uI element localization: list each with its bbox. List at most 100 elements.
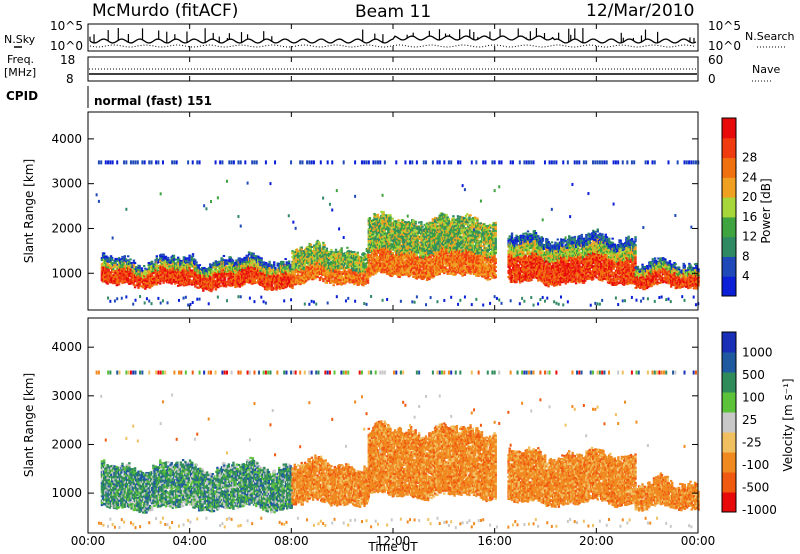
power-cell <box>178 258 181 261</box>
power-cell <box>226 274 229 277</box>
power-cell <box>322 241 325 244</box>
power-cell <box>446 272 449 275</box>
power-cell <box>180 281 183 284</box>
power-cell <box>384 220 388 223</box>
power-cell <box>449 220 453 223</box>
power-cell <box>104 276 107 279</box>
power-cell <box>353 250 356 253</box>
power-cell <box>251 274 254 277</box>
power-cell <box>343 268 347 271</box>
power-cell <box>308 277 311 280</box>
power-cell <box>259 282 262 285</box>
power-cell <box>438 273 441 276</box>
power-cell <box>408 272 412 275</box>
power-cell <box>414 228 417 231</box>
power-cell <box>390 230 393 233</box>
power-cell <box>253 280 256 283</box>
power-cell <box>358 280 362 283</box>
power-cell <box>102 252 106 255</box>
power-cell <box>184 262 188 265</box>
power-cell <box>182 272 186 275</box>
power-cell <box>197 266 200 269</box>
power-cell <box>183 256 187 259</box>
power-cell <box>362 274 365 277</box>
power-cell <box>109 273 113 276</box>
power-cell <box>446 254 449 257</box>
power-cell <box>222 259 226 262</box>
power-cell <box>324 277 327 280</box>
power-cell <box>295 248 299 251</box>
power-cell <box>265 280 268 283</box>
power-cell <box>438 252 441 255</box>
power-cell <box>160 275 163 278</box>
power-cell <box>127 259 130 262</box>
power-cell <box>368 275 372 278</box>
power-cell <box>388 233 391 236</box>
power-cell <box>443 227 446 230</box>
power-cell <box>122 262 125 265</box>
power-cell <box>196 278 199 281</box>
power-cell <box>419 254 422 257</box>
power-cell <box>301 271 305 274</box>
power-cell <box>140 269 144 272</box>
power-cell <box>439 254 443 257</box>
power-cell <box>321 255 324 258</box>
power-cell <box>220 279 223 282</box>
power-cell <box>383 267 386 270</box>
power-cell <box>121 282 124 285</box>
power-cell <box>388 229 391 232</box>
power-cell <box>372 271 375 274</box>
power-cell <box>238 285 242 288</box>
power-cell <box>203 273 206 276</box>
power-cell <box>253 269 256 272</box>
power-cell <box>300 266 303 269</box>
power-cell <box>273 275 276 278</box>
power-cell <box>128 260 131 263</box>
power-cell <box>129 268 132 271</box>
power-cell <box>215 281 219 284</box>
power-cell <box>362 282 365 285</box>
power-cell <box>117 283 121 286</box>
power-cell <box>381 242 384 245</box>
power-cell <box>172 254 176 257</box>
power-cell <box>422 271 425 274</box>
power-cell <box>338 252 341 255</box>
power-cell <box>415 255 419 258</box>
power-cell <box>387 214 390 217</box>
power-cell <box>316 239 319 242</box>
power-cell <box>179 260 182 263</box>
power-cell <box>435 253 438 256</box>
beam-title: Beam 11 <box>355 2 431 22</box>
power-cell <box>400 249 404 252</box>
power-cell <box>368 225 372 228</box>
power-cell <box>407 241 411 244</box>
power-cell <box>318 244 322 247</box>
power-cell <box>420 221 423 224</box>
power-cell <box>411 261 414 264</box>
power-cell <box>219 277 222 280</box>
power-cell <box>275 288 278 291</box>
power-cell <box>375 234 378 237</box>
power-cell <box>293 273 297 276</box>
power-cell <box>389 258 392 261</box>
power-cell <box>420 227 423 230</box>
power-cell <box>268 260 271 263</box>
power-cell <box>297 250 300 253</box>
power-cell <box>141 286 145 289</box>
power-cell <box>212 286 215 289</box>
power-cell <box>318 246 322 249</box>
power-cell <box>295 276 299 279</box>
power-cell <box>132 269 136 272</box>
power-cell <box>298 268 301 271</box>
power-cell <box>441 263 445 266</box>
power-cell <box>357 283 361 286</box>
power-cell <box>191 253 195 256</box>
power-cell <box>447 268 451 271</box>
power-cell <box>318 279 322 282</box>
power-cell <box>138 273 141 276</box>
power-cell <box>226 280 229 283</box>
power-cell <box>449 230 453 233</box>
power-cell <box>440 226 444 229</box>
power-cell <box>299 254 302 257</box>
